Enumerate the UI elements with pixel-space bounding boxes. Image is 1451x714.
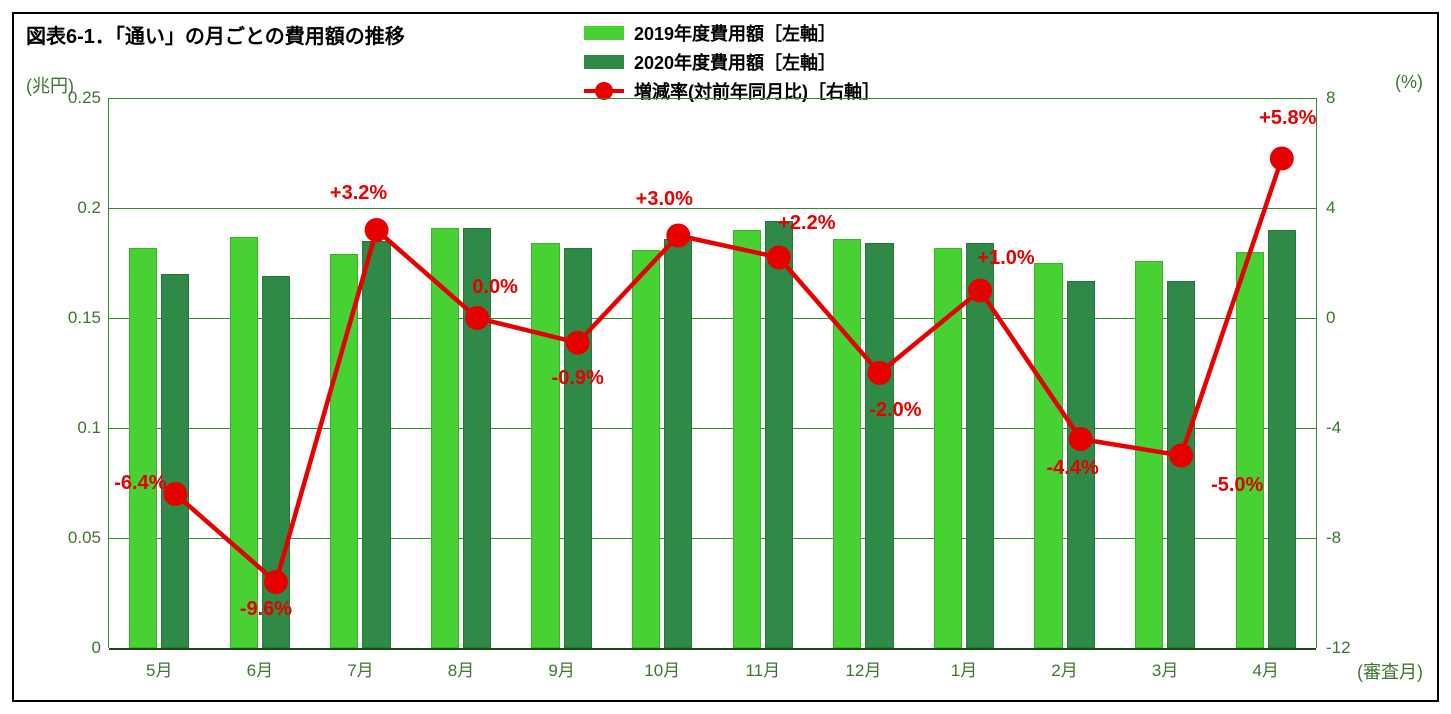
legend-label-2019: 2019年度費用額［左軸］	[634, 20, 836, 46]
legend-swatch-bar-2019	[584, 26, 624, 40]
legend-swatch-bar-2020	[584, 55, 624, 69]
gridline	[109, 648, 1316, 650]
chart-title: 図表6-1．「通い」の月ごとの費用額の推移	[26, 20, 405, 49]
x-tick-label: 7月	[347, 656, 373, 681]
x-tick-label: 6月	[247, 656, 273, 681]
y-right-tick: 4	[1326, 198, 1335, 218]
plot-area: 00.050.10.150.20.25-12-8-4048 -6.4%-9.6%…	[108, 98, 1317, 648]
left-axis-unit: (兆円)	[26, 72, 74, 98]
y-left-tick: 0.1	[77, 418, 101, 438]
x-tick-label: 10月	[644, 656, 680, 681]
y-right-tick: -8	[1326, 528, 1341, 548]
y-left-tick: 0.2	[77, 198, 101, 218]
x-tick-label: 9月	[548, 656, 574, 681]
legend-item-2019: 2019年度費用額［左軸］	[584, 20, 880, 46]
chart-frame: 図表6-1．「通い」の月ごとの費用額の推移 (兆円) (%) (審査月) 201…	[12, 12, 1439, 702]
y-right-tick: -12	[1326, 638, 1351, 658]
legend: 2019年度費用額［左軸］ 2020年度費用額［左軸］ 増減率(対前年同月比)［…	[584, 20, 880, 107]
x-tick-label: 12月	[845, 656, 881, 681]
x-tick-label: 2月	[1051, 656, 1077, 681]
x-labels-layer: 5月6月7月8月9月10月11月12月1月2月3月4月	[109, 98, 1316, 648]
y-right-tick: 0	[1326, 308, 1335, 328]
y-right-tick: 8	[1326, 88, 1335, 108]
right-axis-unit: (%)	[1395, 72, 1423, 93]
y-left-tick: 0.05	[68, 528, 101, 548]
x-tick-label: 3月	[1152, 656, 1178, 681]
legend-item-2020: 2020年度費用額［左軸］	[584, 49, 880, 75]
y-left-tick: 0.15	[68, 308, 101, 328]
x-tick-label: 1月	[951, 656, 977, 681]
x-tick-label: 8月	[448, 656, 474, 681]
x-tick-label: 4月	[1252, 656, 1278, 681]
legend-label-2020: 2020年度費用額［左軸］	[634, 49, 836, 75]
x-tick-label: 5月	[146, 656, 172, 681]
x-axis-unit: (審査月)	[1357, 658, 1423, 684]
x-tick-label: 11月	[745, 656, 780, 681]
y-right-tick: -4	[1326, 418, 1341, 438]
y-left-tick: 0	[92, 638, 101, 658]
y-left-tick: 0.25	[68, 88, 101, 108]
